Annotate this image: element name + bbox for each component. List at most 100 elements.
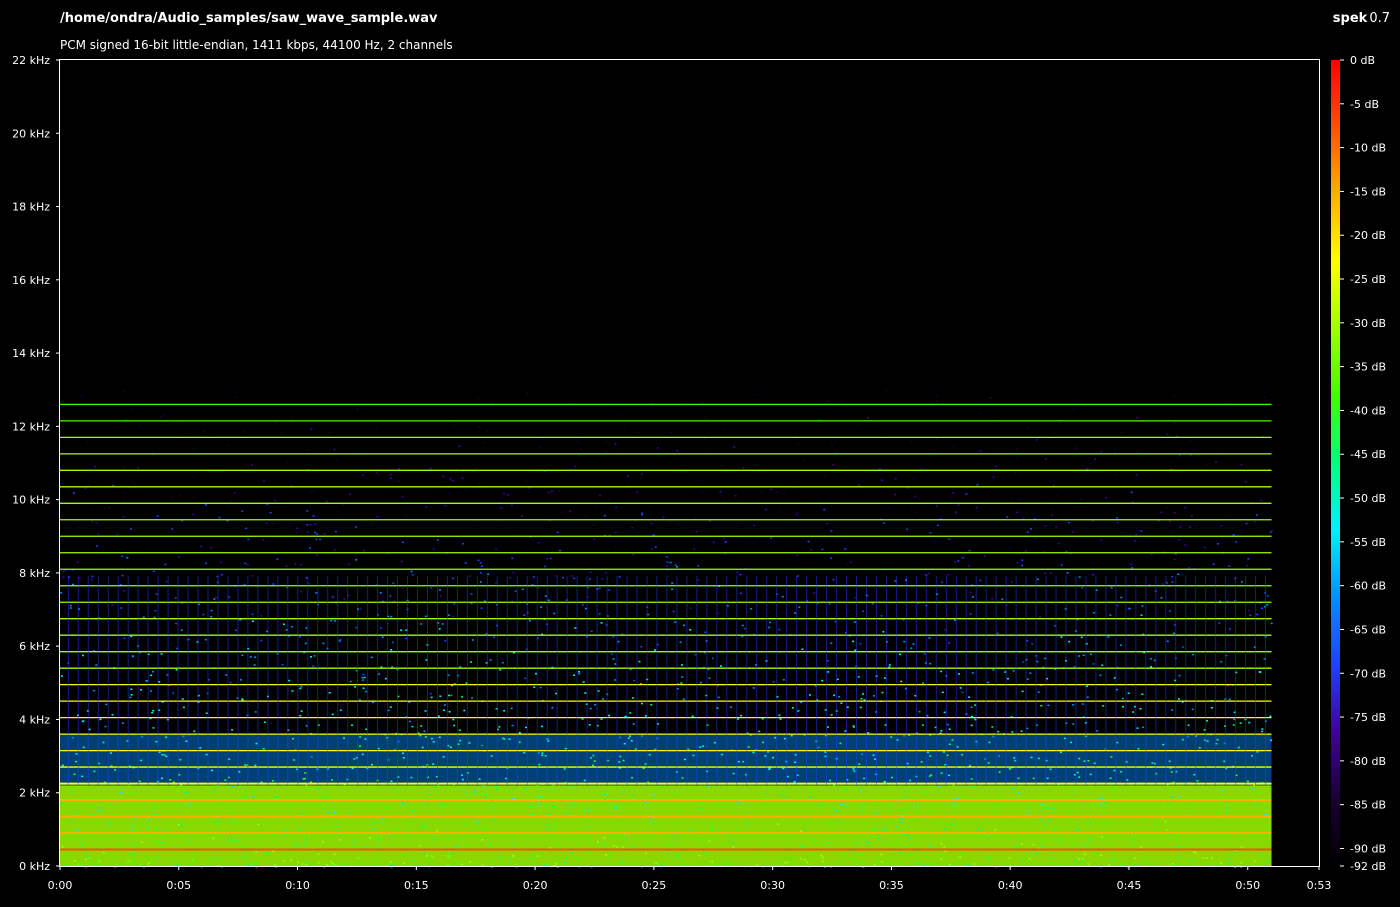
noise-speck [925, 574, 928, 576]
noise-speck [72, 492, 75, 494]
noise-speck [605, 571, 608, 574]
noise-speck [1258, 863, 1261, 865]
noise-speck [129, 696, 132, 699]
noise-speck [536, 784, 539, 787]
noise-speck [529, 433, 532, 435]
noise-speck [1141, 726, 1144, 729]
noise-speck [1119, 644, 1122, 646]
noise-speck [102, 741, 105, 744]
noise-speck [191, 853, 194, 856]
noise-speck [456, 454, 459, 457]
noise-speck [921, 724, 924, 726]
noise-speck [1040, 804, 1043, 806]
noise-speck [661, 786, 664, 789]
noise-speck [1241, 389, 1244, 392]
noise-speck [1032, 777, 1035, 780]
noise-speck [788, 861, 791, 863]
noise-speck [444, 504, 447, 507]
noise-speck [158, 709, 161, 711]
noise-speck [961, 556, 964, 559]
noise-speck [999, 453, 1002, 456]
noise-speck [1267, 861, 1270, 863]
noise-speck [524, 677, 527, 680]
noise-speck [593, 538, 596, 540]
noise-speck [1192, 653, 1195, 656]
noise-speck [810, 549, 813, 551]
noise-speck [79, 841, 82, 843]
noise-speck [1229, 850, 1232, 852]
noise-speck [1166, 433, 1169, 435]
noise-speck [802, 459, 805, 462]
noise-speck [1247, 558, 1250, 560]
noise-speck [1078, 576, 1081, 578]
noise-speck [531, 837, 534, 840]
noise-speck [898, 817, 901, 820]
noise-speck [336, 812, 339, 815]
noise-speck [255, 851, 258, 854]
noise-speck [257, 465, 260, 467]
noise-speck [877, 837, 880, 840]
noise-speck [1173, 395, 1176, 397]
noise-speck [500, 863, 503, 865]
noise-speck [1044, 572, 1047, 574]
noise-speck [521, 588, 524, 591]
noise-speck [992, 735, 995, 738]
noise-speck [914, 495, 917, 498]
noise-speck [772, 681, 775, 683]
noise-speck [614, 679, 617, 681]
noise-speck [820, 854, 823, 857]
noise-speck [584, 692, 587, 694]
noise-speck [190, 840, 193, 842]
noise-speck [144, 393, 147, 396]
noise-speck [73, 773, 76, 776]
noise-speck [558, 549, 561, 552]
noise-speck [842, 853, 845, 856]
noise-speck [830, 808, 833, 810]
noise-speck [804, 859, 807, 861]
noise-speck [479, 572, 482, 574]
noise-speck [654, 649, 657, 651]
noise-speck [540, 852, 543, 855]
noise-speck [971, 596, 974, 598]
noise-speck [688, 830, 691, 832]
noise-speck [1111, 859, 1114, 861]
noise-speck [512, 571, 515, 574]
noise-speck [328, 431, 331, 434]
noise-speck [766, 792, 769, 795]
noise-speck [123, 637, 126, 640]
noise-speck [244, 847, 247, 849]
noise-speck [157, 856, 160, 859]
noise-speck [1181, 701, 1184, 703]
noise-speck [1047, 818, 1050, 821]
noise-speck [319, 538, 322, 541]
noise-speck [425, 506, 428, 508]
noise-speck [994, 829, 997, 831]
noise-speck [347, 594, 350, 597]
noise-speck [807, 540, 810, 543]
noise-speck [147, 820, 150, 822]
noise-speck [251, 613, 254, 616]
y-tick-label: 2 kHz [19, 787, 50, 800]
noise-speck [511, 842, 514, 844]
y-tick-label: 0 kHz [19, 860, 50, 873]
noise-speck [1047, 704, 1050, 707]
noise-speck [679, 859, 682, 861]
noise-speck [359, 736, 362, 738]
noise-speck [132, 829, 135, 831]
noise-speck [1072, 704, 1075, 706]
noise-speck [210, 437, 213, 439]
noise-speck [708, 840, 711, 842]
noise-speck [150, 690, 153, 692]
noise-speck [999, 796, 1002, 798]
noise-speck [1083, 760, 1086, 762]
noise-speck [1143, 860, 1146, 862]
noise-speck [629, 712, 632, 714]
noise-speck [1116, 521, 1119, 524]
noise-speck [327, 479, 330, 482]
noise-speck [450, 412, 453, 414]
noise-speck [871, 603, 874, 605]
noise-speck [465, 682, 468, 684]
noise-speck [263, 853, 266, 855]
noise-speck [896, 739, 899, 741]
noise-speck [1228, 698, 1231, 701]
